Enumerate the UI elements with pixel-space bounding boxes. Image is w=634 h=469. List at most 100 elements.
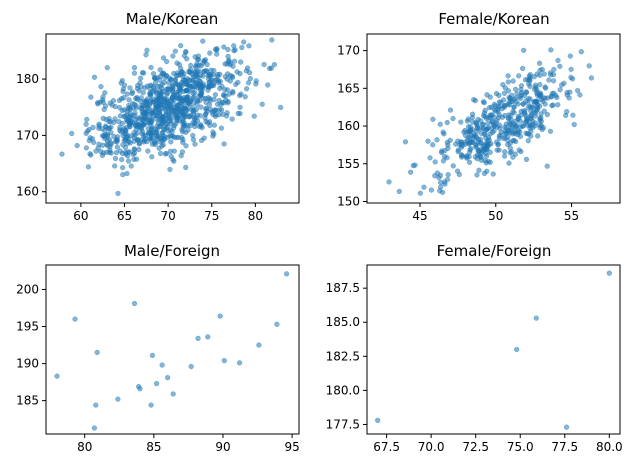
y-tick-label: 170 (337, 44, 360, 58)
scatter-point (149, 352, 156, 359)
scatter-point (438, 184, 444, 190)
scatter-point (122, 144, 129, 151)
scatter-point (520, 101, 526, 107)
scatter-point (567, 53, 573, 59)
scatter-point (137, 75, 144, 81)
scatter-point (97, 99, 103, 105)
scatter-point (230, 88, 236, 95)
scatter-point (138, 84, 144, 90)
y-tick-label: 160 (16, 185, 39, 199)
scatter-point (145, 148, 151, 154)
scatter-point (266, 65, 273, 72)
scatter-point (243, 86, 250, 92)
scatter-point (205, 95, 212, 101)
scatter-point (557, 87, 563, 93)
scatter-point (536, 60, 543, 66)
scatter-point (69, 130, 75, 137)
scatter-point (152, 75, 158, 81)
scatter-point (237, 104, 243, 110)
scatter-point (163, 110, 169, 116)
scatter-point (174, 81, 180, 88)
scatter-point (125, 158, 132, 164)
scatter-point (516, 147, 522, 153)
scatter-point (188, 363, 194, 370)
scatter-point (84, 128, 91, 134)
scatter-point (568, 66, 574, 72)
scatter-point (207, 50, 213, 56)
scatter-point (251, 113, 257, 119)
scatter-point (467, 147, 473, 153)
scatter-point (510, 154, 516, 160)
scatter-point (441, 153, 448, 160)
x-tick-label: 67.5 (373, 440, 400, 454)
scatter-point (458, 119, 464, 125)
scatter-point (518, 86, 524, 93)
scatter-point (131, 70, 138, 76)
scatter-point (525, 96, 532, 102)
scatter-point (513, 124, 519, 130)
scatter-point (83, 121, 89, 127)
scatter-point (525, 138, 531, 144)
scatter-point (237, 92, 243, 99)
scatter-point (91, 139, 97, 146)
scatter-point (167, 166, 173, 173)
scatter-point (472, 98, 479, 104)
scatter-point (214, 76, 220, 83)
y-tick-label: 180 (16, 72, 39, 86)
scatter-point (131, 134, 137, 141)
scatter-point (153, 380, 160, 387)
scatter-point (494, 124, 500, 130)
x-tick-label: 70.0 (418, 440, 445, 454)
scatter-point (502, 112, 508, 119)
scatter-point (211, 82, 217, 89)
scatter-point (204, 61, 210, 68)
scatter-point (107, 119, 114, 125)
scatter-point (59, 151, 65, 157)
scatter-point (155, 103, 162, 110)
scatter-point (274, 321, 280, 327)
scatter-point (239, 44, 245, 51)
scatter-point (184, 56, 190, 62)
scatter-point (167, 148, 174, 155)
scatter-point (187, 69, 193, 76)
scatter-point (186, 101, 193, 108)
scatter-point (193, 72, 200, 78)
scatter-point (402, 139, 409, 145)
scatter-point (149, 154, 155, 160)
scatter-point (501, 90, 508, 96)
scatter-point (147, 135, 153, 141)
scatter-point (483, 150, 489, 157)
scatter-point (474, 172, 480, 178)
scatter-point (541, 108, 547, 114)
scatter-point (198, 137, 205, 144)
scatter-point (105, 132, 111, 138)
y-tick-label: 177.5 (326, 417, 360, 431)
scatter-point (224, 110, 230, 116)
scatter-point (194, 97, 201, 103)
scatter-point (544, 163, 550, 169)
x-tick-label: 75 (204, 209, 219, 223)
scatter-point (511, 104, 517, 110)
y-tick-label: 195 (16, 320, 39, 334)
scatter-point (221, 357, 227, 364)
scatter-point (469, 119, 476, 125)
scatter-point (133, 116, 139, 123)
scatter-point (544, 111, 551, 118)
scatter-point (149, 110, 156, 116)
scatter-point (156, 109, 163, 116)
scatter-point (126, 97, 132, 103)
scatter-point (247, 75, 253, 82)
scatter-point (132, 122, 139, 128)
scatter-point (84, 116, 90, 123)
scatter-point (120, 171, 126, 178)
scatter-point (212, 92, 219, 98)
scatter-point (187, 77, 193, 84)
scatter-point (476, 167, 482, 173)
scatter-point (551, 66, 557, 73)
scatter-point (534, 71, 540, 77)
scatter-point (120, 86, 127, 92)
scatter-point (128, 163, 134, 169)
scatter-point (225, 46, 231, 53)
scatter-point (199, 125, 205, 131)
